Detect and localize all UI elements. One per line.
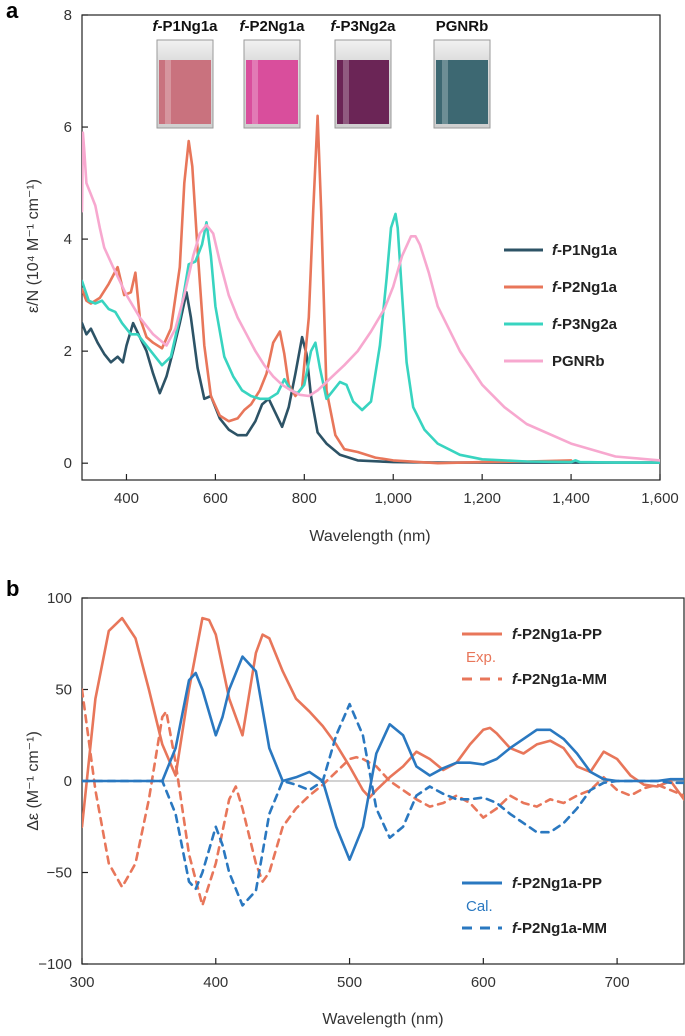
legend-label-cal-f-p2ng1a-pp: f-P2Ng1a-PP <box>512 875 602 892</box>
x-tick-label: 1,200 <box>463 490 501 507</box>
y-tick-label: 8 <box>64 7 72 24</box>
series-line-f-p2ng1a-mm-cal <box>82 702 684 907</box>
panel-a-label: a <box>6 0 19 23</box>
vial-highlight <box>252 60 258 124</box>
x-tick-label: 800 <box>292 490 317 507</box>
x-tick-label: 1,400 <box>552 490 590 507</box>
x-tick-label: 500 <box>337 974 362 991</box>
x-tick-label: 700 <box>605 974 630 991</box>
panel-a-series <box>82 114 660 465</box>
vial-solution <box>246 60 298 124</box>
vial-photos: f-P1Ng1a f-P2Ng1a f-P3Ng2a PGNRb <box>152 18 491 129</box>
panel-b-legend: f-P2Ng1a-PP f-P2Ng1a-MM Exp. f-P2Ng1a-PP f-P… <box>462 626 607 937</box>
y-tick-label: −100 <box>38 956 72 973</box>
panel-b-series <box>82 616 684 907</box>
panel-a-legend: f-P1Ng1a f-P2Ng1a f-P3Ng2a PGNRb <box>504 242 618 370</box>
legend-label-f-p1ng1a: f-P1Ng1a <box>552 242 618 259</box>
vial-label: f-P2Ng1a <box>239 18 305 35</box>
series-line-f-p2ng1a-pp-exp <box>82 616 684 829</box>
panel-b-xlabel: Wavelength (nm) <box>322 1011 443 1028</box>
panel-a-chart: f-P1Ng1a f-P2Ng1a f-P3Ng2a PGNRb 400 600 800 1… <box>25 7 679 545</box>
x-tick-label: 400 <box>203 974 228 991</box>
vial-label: f-P3Ng2a <box>330 18 396 35</box>
series-line-f-p2ng1a <box>82 114 573 465</box>
vial-solution <box>436 60 488 124</box>
y-tick-label: 4 <box>64 231 72 248</box>
legend-label-pgnrb: PGNRb <box>552 353 605 370</box>
y-tick-label: 6 <box>64 119 72 136</box>
y-tick-label: 2 <box>64 343 72 360</box>
legend-label-exp-f-p2ng1a-mm: f-P2Ng1a-MM <box>512 671 607 688</box>
y-tick-label: −50 <box>47 865 72 882</box>
y-tick-label: 50 <box>55 682 72 699</box>
series-line-f-p1ng1a <box>82 291 660 464</box>
series-line-f-p2ng1a-pp-cal <box>82 655 684 861</box>
panel-b-ticks: 300 400 500 600 700 −100 −50 0 50 100 <box>38 590 684 991</box>
legend-group-label: Cal. <box>466 898 493 915</box>
y-tick-label: 0 <box>64 773 72 790</box>
panel-a-ylabel: ε/N (10⁴ M⁻¹ cm⁻¹) <box>25 179 42 313</box>
vial-highlight <box>165 60 171 124</box>
vial-highlight <box>442 60 448 124</box>
panel-b-chart: 300 400 500 600 700 −100 −50 0 50 100 f-P2Ng1a-PP… <box>25 590 685 1028</box>
panel-a-plot-frame <box>81 14 661 481</box>
vial-solution <box>337 60 389 124</box>
vial-solution <box>159 60 211 124</box>
x-tick-label: 400 <box>114 490 139 507</box>
y-tick-label: 100 <box>47 590 72 607</box>
vial-label: f-P1Ng1a <box>152 18 218 35</box>
series-line-pgnrb <box>82 131 660 462</box>
legend-label-exp-f-p2ng1a-pp: f-P2Ng1a-PP <box>512 626 602 643</box>
panel-b-ylabel: Δε (M⁻¹ cm⁻¹) <box>25 731 42 831</box>
series-line-f-p2ng1a-mm-exp <box>82 688 684 907</box>
x-tick-label: 300 <box>69 974 94 991</box>
legend-label-cal-f-p2ng1a-mm: f-P2Ng1a-MM <box>512 920 607 937</box>
panel-b-label: b <box>6 576 19 601</box>
panel-a-ticks: 400 600 800 1,000 1,200 1,400 1,600 0 2 4 6 8 <box>64 7 679 507</box>
legend-label-f-p3ng2a: f-P3Ng2a <box>552 316 618 333</box>
legend-group-label: Exp. <box>466 649 496 666</box>
x-tick-label: 1,000 <box>374 490 412 507</box>
y-tick-label: 0 <box>64 455 72 472</box>
vial-highlight <box>343 60 349 124</box>
legend-label-f-p2ng1a: f-P2Ng1a <box>552 279 618 296</box>
vial-label: PGNRb <box>436 18 489 35</box>
x-tick-label: 1,600 <box>641 490 679 507</box>
panel-a-xlabel: Wavelength (nm) <box>309 528 430 545</box>
x-tick-label: 600 <box>471 974 496 991</box>
x-tick-label: 600 <box>203 490 228 507</box>
